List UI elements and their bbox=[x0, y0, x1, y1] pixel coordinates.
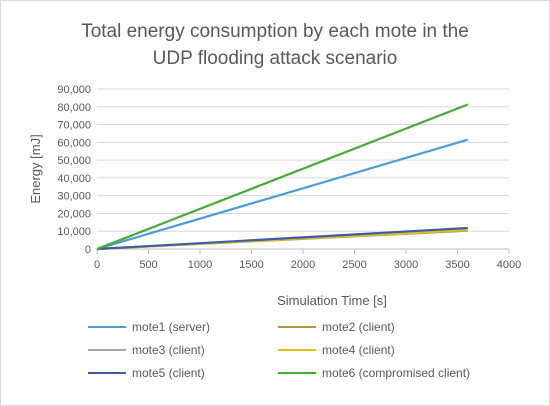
legend-label: mote1 (server) bbox=[132, 320, 211, 334]
legend: mote1 (server) mote2 (client) mote3 (clien… bbox=[88, 312, 488, 396]
x-tick-label: 3500 bbox=[445, 259, 469, 271]
legend-item: mote2 (client) bbox=[278, 318, 395, 336]
series-lines bbox=[96, 103, 469, 251]
legend-label: mote5 (client) bbox=[132, 366, 205, 380]
y-axis-label: Energy [mJ] bbox=[28, 134, 43, 203]
legend-swatch bbox=[278, 326, 316, 328]
legend-label: mote4 (client) bbox=[322, 343, 395, 357]
y-tick-label: 70,000 bbox=[57, 120, 91, 132]
x-tick-label: 2500 bbox=[342, 259, 366, 271]
y-tick-label: 50,000 bbox=[57, 155, 91, 167]
series-line-mote5 bbox=[96, 226, 468, 251]
x-tick-label: 500 bbox=[139, 259, 157, 271]
chart-title: Total energy consumption by each mote in… bbox=[0, 18, 550, 72]
x-tick-label: 2000 bbox=[291, 259, 315, 271]
legend-item: mote5 (client) bbox=[88, 364, 205, 382]
x-axis-label: Simulation Time [s] bbox=[277, 293, 387, 308]
legend-item: mote4 (client) bbox=[278, 341, 395, 359]
gridlines bbox=[97, 88, 509, 232]
y-tick-label: 40,000 bbox=[57, 173, 91, 185]
chart-title-line-1: Total energy consumption by each mote in… bbox=[81, 21, 469, 42]
x-tick-label: 4000 bbox=[497, 259, 521, 271]
legend-label: mote3 (client) bbox=[132, 343, 205, 357]
y-tick-label: 20,000 bbox=[57, 208, 91, 220]
legend-swatch bbox=[88, 326, 126, 328]
axes bbox=[96, 248, 510, 254]
y-tick-label: 60,000 bbox=[57, 137, 91, 149]
legend-label: mote6 (compromised client) bbox=[322, 366, 471, 380]
chart-title-line-2: UDP flooding attack scenario bbox=[152, 48, 398, 69]
legend-item: mote1 (server) bbox=[88, 318, 210, 336]
legend-label: mote2 (client) bbox=[322, 320, 395, 334]
legend-item: mote6 (compromised client) bbox=[278, 364, 470, 382]
x-tick-label: 0 bbox=[94, 259, 100, 271]
y-tick-label: 10,000 bbox=[57, 226, 91, 238]
x-tick-label: 3000 bbox=[394, 259, 418, 271]
y-tick-label: 90,000 bbox=[57, 84, 91, 96]
series-line-mote1 bbox=[96, 138, 469, 251]
legend-swatch bbox=[88, 349, 126, 351]
y-tick-label: 30,000 bbox=[57, 191, 91, 203]
legend-swatch bbox=[278, 372, 316, 374]
y-tick-label: 0 bbox=[85, 244, 91, 256]
legend-item: mote3 (client) bbox=[88, 341, 205, 359]
series-line-mote6 bbox=[96, 103, 469, 251]
x-tick-label: 1000 bbox=[188, 259, 212, 271]
tick-labels: 0 10,000 20,000 30,000 40,000 50,000 60,000 70,… bbox=[57, 84, 521, 271]
y-tick-label: 80,000 bbox=[57, 102, 91, 114]
legend-swatch bbox=[88, 372, 126, 374]
x-tick-label: 1500 bbox=[239, 259, 263, 271]
legend-swatch bbox=[278, 349, 316, 351]
